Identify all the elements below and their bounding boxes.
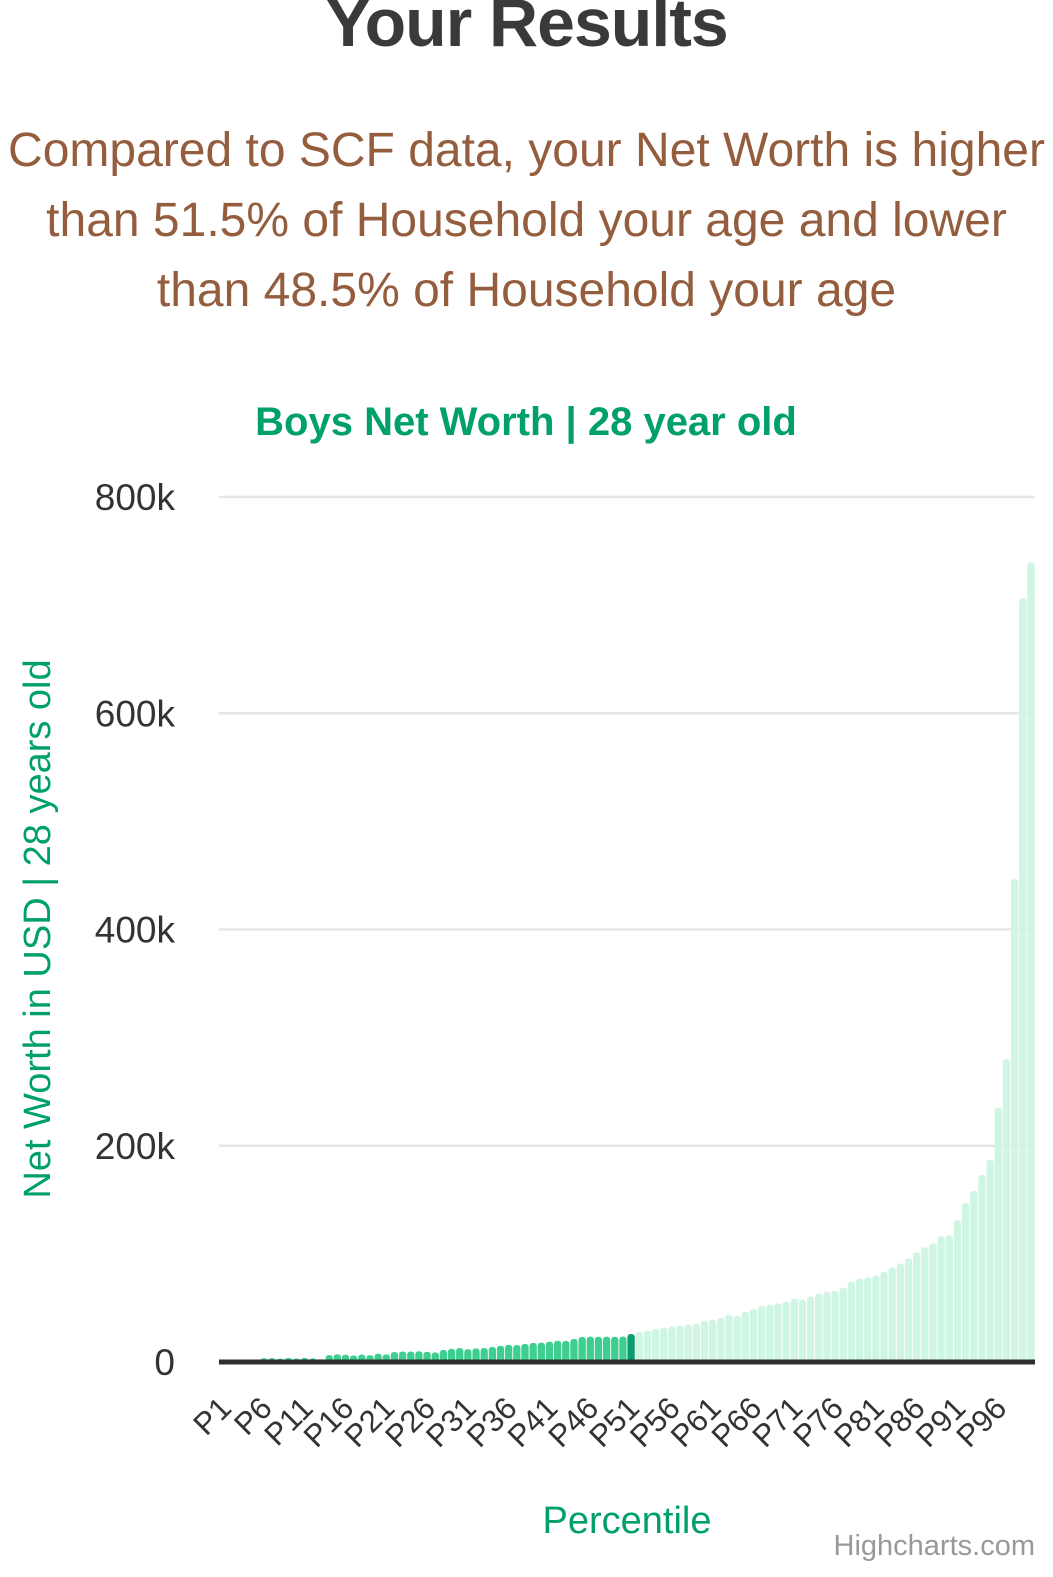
bar[interactable] — [970, 1191, 978, 1362]
bar[interactable] — [398, 1351, 407, 1362]
bar[interactable] — [480, 1348, 488, 1362]
bar[interactable] — [1019, 598, 1027, 1362]
y-tick-label: 800k — [95, 477, 176, 518]
bar[interactable] — [611, 1336, 619, 1362]
bar[interactable] — [464, 1349, 472, 1362]
bar[interactable] — [700, 1320, 709, 1362]
bar[interactable] — [790, 1298, 798, 1362]
bar[interactable] — [733, 1315, 741, 1362]
bar[interactable] — [888, 1267, 896, 1362]
bar[interactable] — [545, 1341, 554, 1362]
bar[interactable] — [456, 1347, 464, 1362]
bar[interactable] — [505, 1344, 513, 1362]
y-tick-label: 0 — [154, 1342, 175, 1383]
bar[interactable] — [529, 1342, 537, 1362]
bar[interactable] — [741, 1311, 749, 1362]
result-summary-line-3: than 48.5% of Household your age — [156, 264, 897, 317]
bar[interactable] — [839, 1287, 847, 1362]
bar[interactable] — [994, 1107, 1002, 1362]
bar[interactable] — [423, 1351, 431, 1362]
bar[interactable] — [945, 1235, 953, 1362]
result-summary: Compared to SCF data, your Net Worth is … — [0, 116, 1053, 326]
bar[interactable] — [717, 1317, 725, 1362]
bar[interactable] — [521, 1343, 529, 1362]
bar[interactable] — [815, 1293, 823, 1362]
y-tick-label: 600k — [95, 693, 176, 734]
bar[interactable] — [643, 1330, 652, 1362]
bar[interactable] — [978, 1174, 986, 1362]
bar[interactable] — [766, 1304, 774, 1362]
x-axis-title: Percentile — [543, 1500, 712, 1542]
bar[interactable] — [986, 1159, 994, 1362]
bar[interactable] — [472, 1348, 480, 1362]
bar[interactable] — [774, 1303, 782, 1362]
x-axis-line — [219, 1359, 1035, 1365]
highcharts-credit-link[interactable]: Highcharts.com — [834, 1530, 1035, 1562]
bar[interactable] — [660, 1327, 668, 1362]
bar[interactable] — [488, 1346, 497, 1362]
bar[interactable] — [390, 1351, 399, 1362]
bar[interactable] — [1002, 1059, 1011, 1362]
y-axis-tick-labels: 0 200k 400k 600k 800k — [95, 477, 176, 1383]
bar[interactable] — [937, 1236, 945, 1362]
bar[interactable] — [823, 1291, 831, 1362]
bar-series — [252, 562, 1035, 1363]
bar[interactable] — [709, 1319, 717, 1362]
bar[interactable] — [594, 1336, 603, 1362]
bar[interactable] — [782, 1301, 790, 1362]
bar[interactable] — [904, 1258, 913, 1362]
bar[interactable] — [635, 1331, 643, 1362]
bar[interactable] — [749, 1308, 758, 1362]
bar[interactable] — [619, 1336, 627, 1362]
bar[interactable] — [578, 1336, 586, 1362]
bar[interactable] — [880, 1271, 888, 1362]
bar[interactable] — [929, 1243, 937, 1362]
net-worth-percentile-chart: Boys Net Worth | 28 year old 0 200k 400k 60… — [0, 380, 1053, 1572]
result-summary-line-1: Compared to SCF data, your Net Worth is … — [8, 124, 1045, 177]
bar[interactable] — [562, 1340, 570, 1362]
bar[interactable] — [407, 1351, 415, 1362]
bar[interactable] — [651, 1328, 660, 1362]
bar[interactable] — [1027, 562, 1035, 1362]
bar[interactable] — [798, 1299, 807, 1362]
bar[interactable] — [831, 1290, 839, 1362]
bar[interactable] — [415, 1351, 423, 1362]
bar[interactable] — [872, 1275, 880, 1363]
bar[interactable] — [447, 1348, 456, 1362]
x-tick-label: P96 — [949, 1390, 1013, 1454]
bar[interactable] — [961, 1203, 970, 1362]
user-percentile-bar[interactable] — [627, 1333, 635, 1362]
result-summary-line-2: than 51.5% of Household your age and low… — [46, 194, 1007, 247]
bar[interactable] — [855, 1278, 864, 1362]
bar[interactable] — [725, 1314, 733, 1362]
bar[interactable] — [676, 1325, 684, 1362]
bar[interactable] — [757, 1305, 766, 1362]
bar[interactable] — [496, 1345, 505, 1362]
bar[interactable] — [692, 1323, 701, 1362]
bar[interactable] — [570, 1338, 578, 1362]
bar[interactable] — [953, 1220, 962, 1362]
bar[interactable] — [896, 1263, 905, 1362]
y-tick-label: 200k — [95, 1126, 176, 1167]
bar[interactable] — [684, 1324, 692, 1362]
chart-title: Boys Net Worth | 28 year old — [255, 400, 797, 444]
bar[interactable] — [439, 1349, 448, 1362]
bar[interactable] — [553, 1340, 562, 1362]
bar[interactable] — [847, 1281, 856, 1362]
y-axis-title: Net Worth in USD | 28 years old — [17, 659, 59, 1198]
bar[interactable] — [913, 1252, 921, 1362]
bar[interactable] — [806, 1296, 815, 1362]
y-tick-label: 400k — [95, 910, 176, 951]
bar[interactable] — [602, 1336, 611, 1362]
y-gridlines — [219, 495, 1035, 1147]
x-axis-tick-labels: P1P6P11P16P21P26P31P36P41P46P51P56P61P66… — [186, 1390, 1013, 1454]
bar[interactable] — [537, 1342, 545, 1362]
bar[interactable] — [921, 1247, 929, 1362]
bar[interactable] — [513, 1345, 521, 1362]
bar[interactable] — [864, 1277, 872, 1362]
bar[interactable] — [586, 1336, 594, 1362]
page-title: Your Results — [325, 0, 728, 61]
bar[interactable] — [1010, 879, 1019, 1362]
bar[interactable] — [668, 1326, 676, 1362]
